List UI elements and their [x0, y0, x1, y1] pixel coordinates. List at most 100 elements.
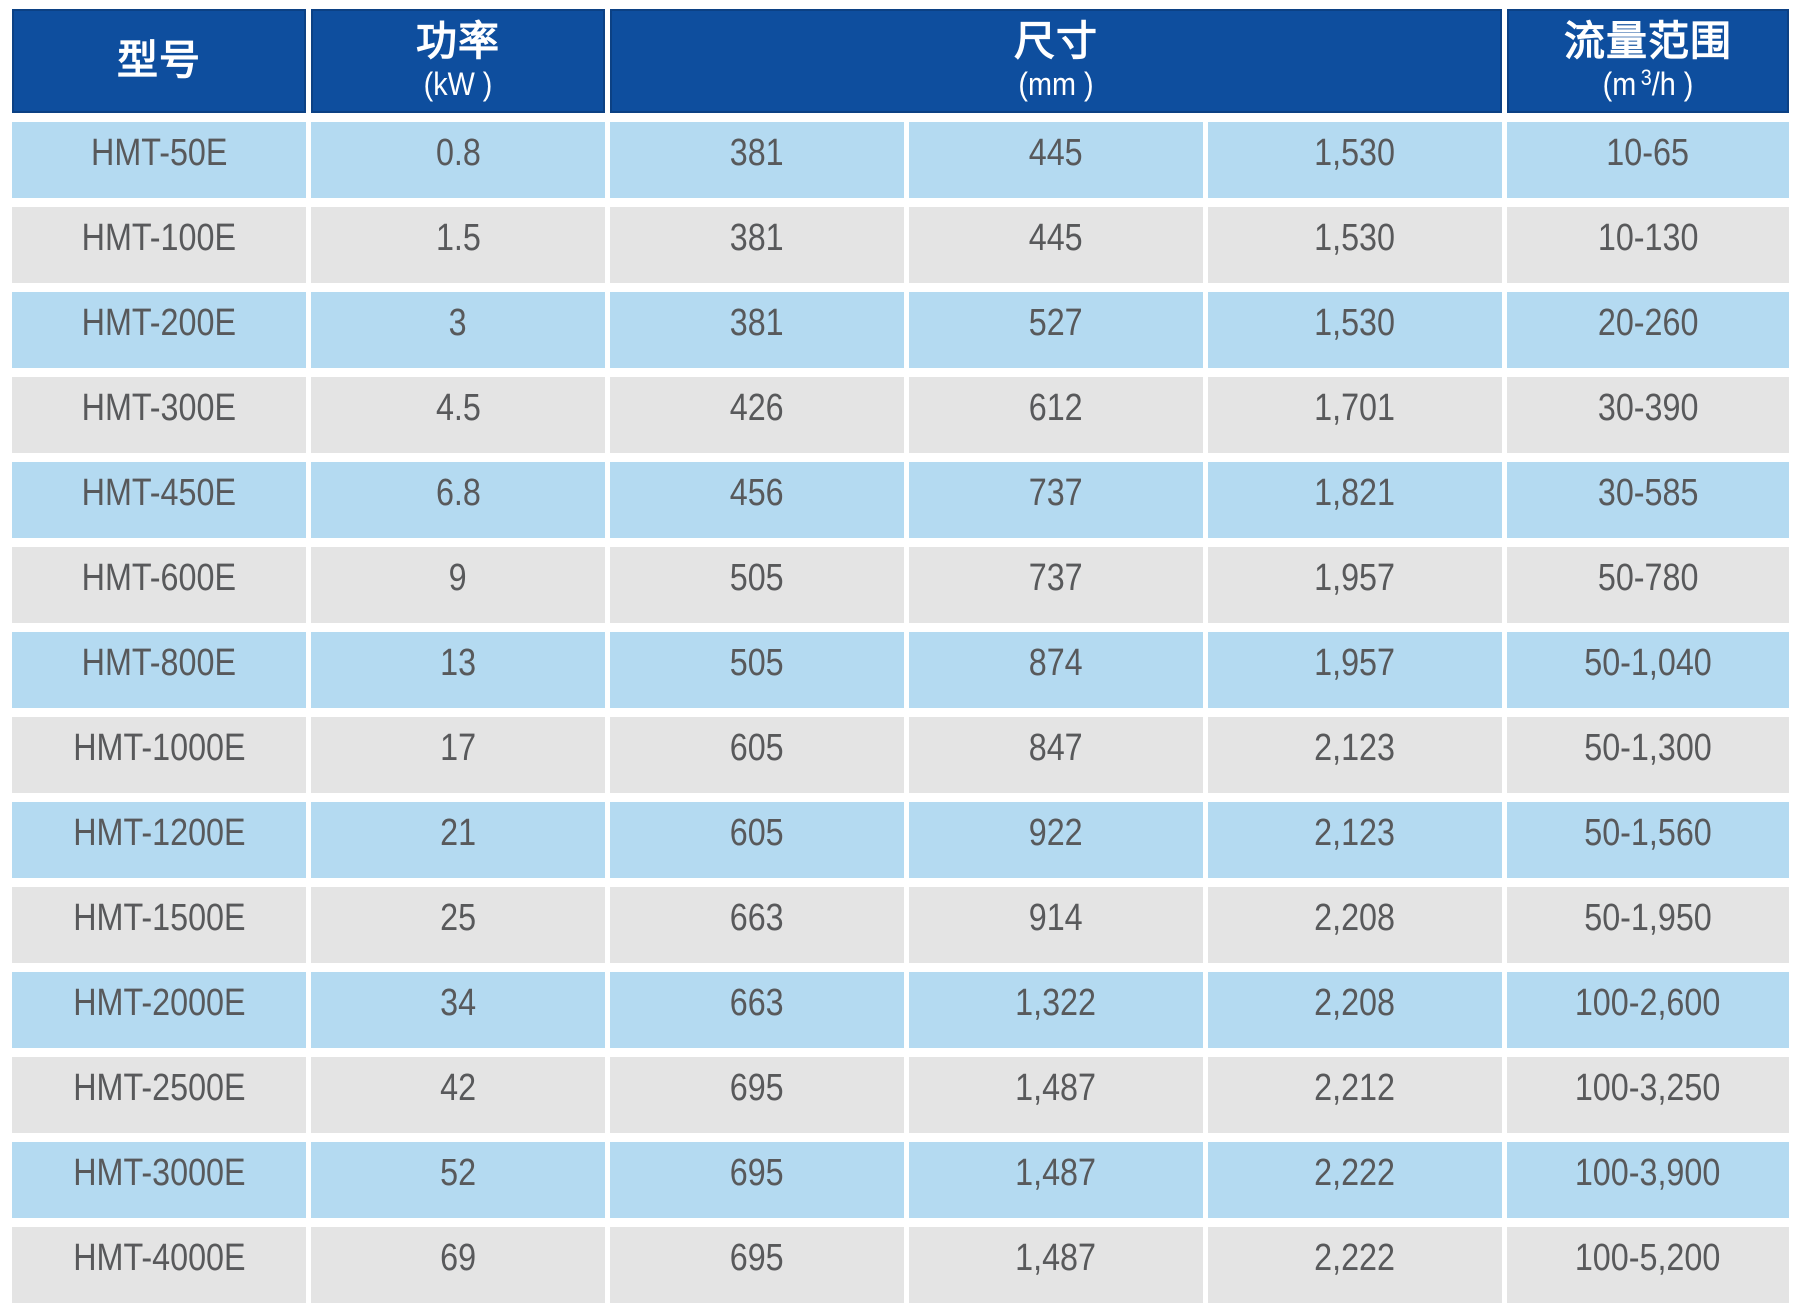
size-value-1: 605	[730, 727, 784, 769]
power-value: 6.8	[435, 472, 481, 514]
flow-cell: 50-1,950	[1507, 887, 1789, 963]
size-value-3: 2,208	[1314, 897, 1396, 939]
size-cell-2: 612	[909, 377, 1203, 453]
size-value-1: 505	[730, 557, 784, 599]
size-cell-1: 381	[610, 207, 904, 283]
power-value: 4.5	[435, 387, 481, 429]
flow-value: 10-65	[1606, 132, 1690, 174]
size-value-2: 737	[1029, 472, 1083, 514]
size-value-3: 2,212	[1314, 1067, 1396, 1109]
size-cell-1: 605	[610, 802, 904, 878]
size-cell-1: 426	[610, 377, 904, 453]
size-value-1: 695	[730, 1067, 784, 1109]
size-cell-2: 847	[909, 717, 1203, 793]
model-value: HMT-100E	[81, 217, 237, 259]
size-cell-2: 874	[909, 632, 1203, 708]
size-cell-1: 695	[610, 1057, 904, 1133]
flow-cell: 50-1,300	[1507, 717, 1789, 793]
size-value-2: 737	[1029, 557, 1083, 599]
size-cell-1: 456	[610, 462, 904, 538]
model-value: HMT-4000E	[72, 1237, 246, 1279]
model-value: HMT-200E	[81, 302, 237, 344]
table-row: HMT-2000E 34 663 1,322 2,208 100-2,600	[12, 972, 1789, 1048]
table-row: HMT-600E 9 505 737 1,957 50-780	[12, 547, 1789, 623]
header-flow-unit: (m 3/h )	[1523, 65, 1773, 103]
spec-table: 型号 功率 (kW ) 尺寸 (mm ) 流量范围 (m 3/h ) HMT-50…	[7, 0, 1794, 1312]
power-value: 21	[440, 812, 476, 854]
model-cell: HMT-1200E	[12, 802, 306, 878]
size-cell-3: 1,530	[1208, 292, 1502, 368]
size-cell-2: 445	[909, 207, 1203, 283]
model-value: HMT-1200E	[72, 812, 246, 854]
size-cell-1: 505	[610, 632, 904, 708]
size-cell-1: 695	[610, 1227, 904, 1303]
model-cell: HMT-600E	[12, 547, 306, 623]
size-value-3: 1,821	[1314, 472, 1396, 514]
table-row: HMT-200E 3 381 527 1,530 20-260	[12, 292, 1789, 368]
header-model: 型号	[12, 9, 306, 113]
size-value-1: 381	[730, 217, 784, 259]
table-row: HMT-300E 4.5 426 612 1,701 30-390	[12, 377, 1789, 453]
size-value-1: 381	[730, 132, 784, 174]
flow-cell: 50-1,560	[1507, 802, 1789, 878]
size-cell-3: 1,821	[1208, 462, 1502, 538]
power-value: 3	[449, 302, 467, 344]
size-value-1: 505	[730, 642, 784, 684]
model-cell: HMT-800E	[12, 632, 306, 708]
model-cell: HMT-1500E	[12, 887, 306, 963]
header-size: 尺寸 (mm )	[610, 9, 1502, 113]
size-cell-2: 737	[909, 462, 1203, 538]
header-flow: 流量范围 (m 3/h )	[1507, 9, 1789, 113]
size-value-2: 1,487	[1015, 1067, 1097, 1109]
header-flow-title: 流量范围	[1564, 17, 1732, 64]
flow-cell: 50-1,040	[1507, 632, 1789, 708]
header-power: 功率 (kW )	[311, 9, 605, 113]
header-size-title: 尺寸	[1014, 17, 1098, 64]
table-row: HMT-1200E 21 605 922 2,123 50-1,560	[12, 802, 1789, 878]
table-row: HMT-3000E 52 695 1,487 2,222 100-3,900	[12, 1142, 1789, 1218]
size-value-2: 1,487	[1015, 1152, 1097, 1194]
power-value: 9	[449, 557, 467, 599]
flow-value: 100-3,900	[1575, 1152, 1721, 1194]
size-cell-1: 381	[610, 292, 904, 368]
size-value-3: 2,123	[1314, 727, 1396, 769]
size-value-1: 695	[730, 1237, 784, 1279]
size-value-3: 1,957	[1314, 557, 1396, 599]
flow-cell: 30-585	[1507, 462, 1789, 538]
power-cell: 13	[311, 632, 605, 708]
size-cell-3: 1,530	[1208, 122, 1502, 198]
model-cell: HMT-450E	[12, 462, 306, 538]
power-cell: 25	[311, 887, 605, 963]
size-value-2: 874	[1029, 642, 1083, 684]
size-cell-3: 2,123	[1208, 802, 1502, 878]
size-cell-3: 1,701	[1208, 377, 1502, 453]
size-value-3: 2,123	[1314, 812, 1396, 854]
model-value: HMT-800E	[81, 642, 237, 684]
header-power-unit: (kW )	[423, 65, 493, 102]
size-cell-2: 445	[909, 122, 1203, 198]
size-cell-3: 2,123	[1208, 717, 1502, 793]
size-cell-2: 527	[909, 292, 1203, 368]
model-cell: HMT-1000E	[12, 717, 306, 793]
size-cell-2: 922	[909, 802, 1203, 878]
size-value-3: 1,530	[1314, 132, 1396, 174]
flow-cell: 100-2,600	[1507, 972, 1789, 1048]
model-cell: HMT-2000E	[12, 972, 306, 1048]
power-cell: 4.5	[311, 377, 605, 453]
table-row: HMT-1500E 25 663 914 2,208 50-1,950	[12, 887, 1789, 963]
power-value: 17	[440, 727, 476, 769]
size-cell-3: 2,208	[1208, 887, 1502, 963]
power-value: 25	[440, 897, 476, 939]
flow-value: 20-260	[1597, 302, 1699, 344]
model-cell: HMT-200E	[12, 292, 306, 368]
table-row: HMT-1000E 17 605 847 2,123 50-1,300	[12, 717, 1789, 793]
table-row: HMT-50E 0.8 381 445 1,530 10-65	[12, 122, 1789, 198]
flow-cell: 100-5,200	[1507, 1227, 1789, 1303]
size-value-2: 914	[1029, 897, 1083, 939]
flow-cell: 50-780	[1507, 547, 1789, 623]
table-row: HMT-100E 1.5 381 445 1,530 10-130	[12, 207, 1789, 283]
model-value: HMT-2000E	[72, 982, 246, 1024]
power-value: 13	[440, 642, 476, 684]
flow-cell: 20-260	[1507, 292, 1789, 368]
size-value-1: 663	[730, 982, 784, 1024]
